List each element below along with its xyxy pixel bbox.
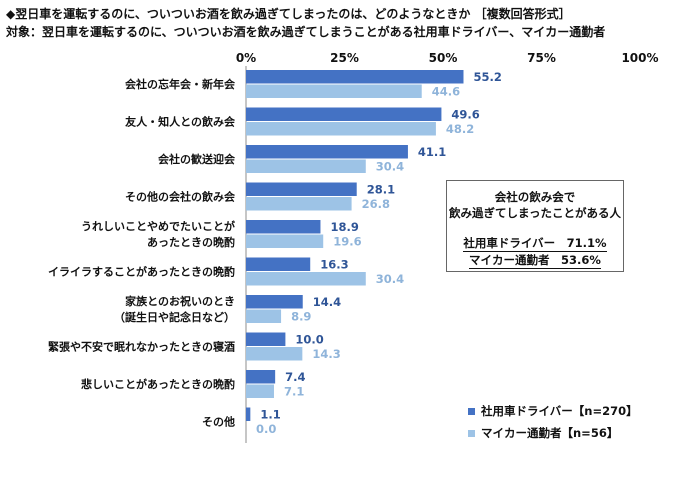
- bar-company-driver: [246, 70, 464, 84]
- bar-commuter: [246, 384, 274, 398]
- data-label: 1.1: [260, 408, 280, 422]
- data-label: 7.4: [285, 370, 305, 384]
- category-label: 会社の歓送迎会: [158, 152, 236, 166]
- category-label: イライラすることがあったときの晩酌: [48, 265, 235, 279]
- callout-heading-line1: 会社の飲み会で: [494, 190, 576, 204]
- bar-company-driver: [246, 257, 311, 271]
- data-label: 30.4: [376, 160, 404, 174]
- data-label: 49.6: [451, 108, 479, 122]
- x-tick-label: 100%: [621, 51, 658, 65]
- legend-item-company-driver: 社用車ドライバー【n=270】: [468, 400, 638, 422]
- category-label: 悲しいことがあったときの晩酌: [81, 377, 235, 391]
- data-label: 44.6: [432, 85, 460, 99]
- category-label: その他の会社の飲み会: [125, 190, 236, 204]
- data-label: 7.1: [284, 385, 304, 399]
- callout-box: 会社の飲み会で 飲み過ぎてしまったことがある人 社用車ドライバー 71.1% マ…: [446, 180, 624, 272]
- category-label: あったときの晩酌: [147, 235, 235, 249]
- legend-swatch-commuter: [468, 429, 475, 437]
- bar-commuter: [246, 84, 422, 98]
- data-label: 55.2: [473, 70, 501, 84]
- data-label: 14.4: [313, 295, 341, 309]
- callout-heading-line2: 飲み過ぎてしまったことがある人: [448, 206, 622, 220]
- legend: 社用車ドライバー【n=270】 マイカー通勤者【n=56】: [468, 400, 638, 444]
- bar-commuter: [246, 309, 282, 323]
- data-label: 18.9: [330, 220, 358, 234]
- x-tick-label: 25%: [330, 51, 359, 65]
- category-label: （誕生日や記念日など）: [114, 310, 235, 324]
- category-label: 友人・知人との飲み会: [125, 115, 236, 129]
- category-label: 緊張や不安で眠れなかったときの寝酒: [48, 340, 235, 354]
- legend-swatch-company-driver: [468, 407, 475, 415]
- bar-commuter: [246, 122, 436, 136]
- data-label: 14.3: [312, 347, 340, 361]
- data-label: 16.3: [320, 258, 348, 272]
- legend-label-commuter: マイカー通勤者【n=56】: [481, 426, 619, 440]
- legend-item-commuter: マイカー通勤者【n=56】: [468, 422, 638, 444]
- bar-commuter: [246, 197, 352, 211]
- data-label: 30.4: [376, 272, 404, 286]
- data-label: 8.9: [291, 310, 311, 324]
- chart-title: ◆翌日車を運転するのに、ついついお酒を飲み過ぎてしまったのは、どのようなときか …: [6, 7, 571, 21]
- bar-company-driver: [246, 332, 286, 346]
- data-label: 19.6: [333, 235, 361, 249]
- data-label: 41.1: [418, 145, 446, 159]
- bar-company-driver: [246, 145, 408, 159]
- data-label: 0.0: [256, 422, 276, 436]
- bar-commuter: [246, 347, 303, 361]
- callout-row-company-driver: 社用車ドライバー 71.1%: [463, 236, 607, 252]
- category-label: その他: [202, 415, 235, 429]
- category-label: 会社の忘年会・新年会: [125, 77, 236, 91]
- category-label: うれしいことやめでたいことが: [81, 219, 235, 233]
- bar-company-driver: [246, 295, 303, 309]
- data-label: 48.2: [446, 122, 474, 136]
- data-label: 26.8: [362, 197, 390, 211]
- bar-company-driver: [246, 107, 442, 121]
- bar-company-driver: [246, 370, 276, 384]
- callout-row-commuter: マイカー通勤者 53.6%: [469, 253, 601, 269]
- bar-commuter: [246, 234, 324, 248]
- category-label: 家族とのお祝いのとき: [125, 294, 235, 308]
- x-tick-label: 50%: [429, 51, 458, 65]
- data-label: 10.0: [295, 333, 323, 347]
- bar-commuter: [246, 272, 366, 286]
- bar-company-driver: [246, 182, 357, 196]
- bar-commuter: [246, 159, 366, 173]
- data-label: 28.1: [367, 183, 395, 197]
- x-tick-label: 75%: [527, 51, 556, 65]
- bar-company-driver: [246, 407, 251, 421]
- legend-label-company-driver: 社用車ドライバー【n=270】: [481, 404, 638, 418]
- x-tick-label: 0%: [236, 51, 256, 65]
- chart-subtitle: 対象：翌日車を運転するのに、ついついお酒を飲み過ぎてしまうことがある社用車ドライ…: [6, 25, 606, 39]
- bar-company-driver: [246, 220, 321, 234]
